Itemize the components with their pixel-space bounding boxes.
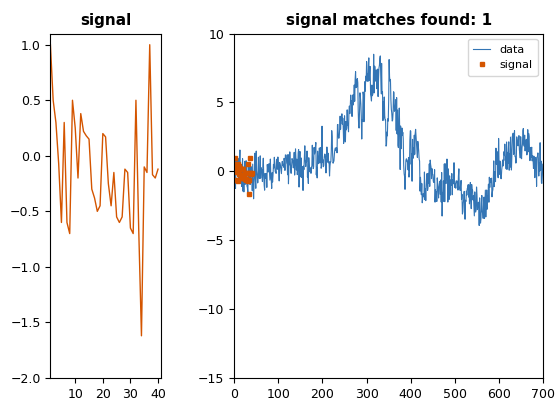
signal — [232, 162, 239, 167]
signal — [235, 165, 242, 171]
Line: signal: signal — [232, 155, 254, 196]
signal — [246, 170, 253, 175]
signal — [232, 165, 239, 170]
data — [328, 128, 335, 133]
signal — [232, 170, 239, 175]
signal — [233, 177, 240, 182]
signal — [244, 171, 250, 176]
Title: signal matches found: 1: signal matches found: 1 — [286, 13, 492, 28]
signal — [240, 166, 247, 171]
Title: signal: signal — [80, 13, 131, 28]
signal — [234, 165, 240, 170]
signal — [248, 172, 255, 177]
signal — [242, 176, 249, 181]
Legend: data, signal: data, signal — [468, 39, 538, 76]
signal — [240, 172, 247, 177]
signal — [245, 162, 251, 167]
data — [476, 223, 483, 228]
data — [318, 166, 324, 171]
signal — [234, 178, 241, 184]
signal — [236, 164, 243, 169]
signal — [244, 178, 251, 183]
data — [370, 52, 377, 57]
signal — [249, 171, 255, 176]
signal — [239, 175, 246, 180]
data — [472, 189, 478, 194]
signal — [238, 173, 245, 178]
data — [539, 162, 546, 167]
data — [510, 131, 516, 136]
signal — [247, 155, 254, 160]
signal — [240, 166, 246, 171]
data — [306, 169, 313, 174]
data — [434, 175, 441, 180]
signal — [235, 162, 241, 167]
signal — [236, 166, 243, 171]
signal — [237, 167, 244, 172]
signal — [234, 177, 241, 182]
signal — [242, 176, 249, 181]
data — [231, 171, 237, 176]
signal — [241, 175, 248, 180]
signal — [236, 172, 242, 177]
signal — [239, 174, 245, 179]
signal — [239, 176, 245, 181]
signal — [246, 191, 253, 196]
signal — [231, 155, 238, 160]
signal — [241, 171, 248, 176]
signal — [242, 177, 249, 182]
Line: data: data — [234, 54, 543, 226]
signal — [237, 166, 244, 171]
signal — [248, 171, 254, 176]
signal — [245, 178, 251, 184]
signal — [247, 171, 254, 176]
signal — [245, 178, 252, 183]
signal — [243, 171, 250, 176]
